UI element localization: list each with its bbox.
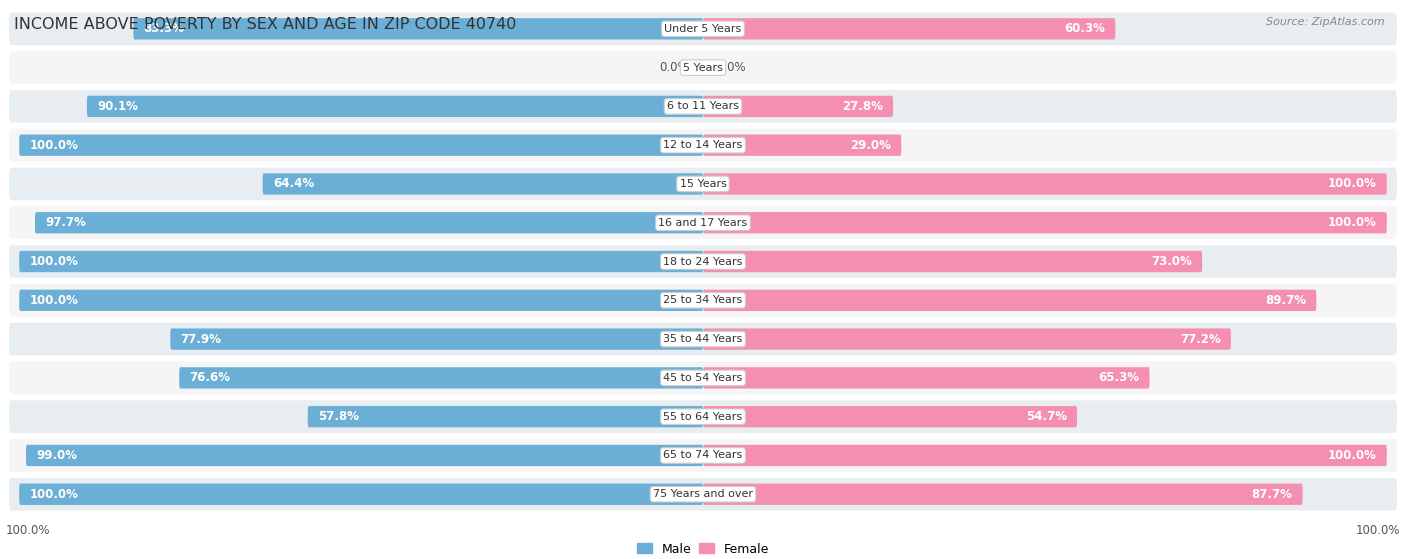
FancyBboxPatch shape bbox=[8, 129, 1398, 162]
FancyBboxPatch shape bbox=[8, 168, 1398, 200]
FancyBboxPatch shape bbox=[8, 90, 1398, 122]
FancyBboxPatch shape bbox=[20, 290, 703, 311]
FancyBboxPatch shape bbox=[8, 439, 1398, 472]
Text: 100.0%: 100.0% bbox=[1327, 449, 1376, 462]
FancyBboxPatch shape bbox=[170, 329, 703, 350]
Text: 100.0%: 100.0% bbox=[1355, 524, 1400, 538]
Text: 65.3%: 65.3% bbox=[1098, 371, 1139, 385]
Legend: Male, Female: Male, Female bbox=[631, 538, 775, 559]
FancyBboxPatch shape bbox=[8, 478, 1398, 510]
FancyBboxPatch shape bbox=[8, 362, 1398, 394]
Text: 27.8%: 27.8% bbox=[842, 100, 883, 113]
FancyBboxPatch shape bbox=[703, 96, 893, 117]
FancyBboxPatch shape bbox=[703, 212, 1386, 234]
FancyBboxPatch shape bbox=[8, 284, 1398, 316]
Text: 73.0%: 73.0% bbox=[1152, 255, 1192, 268]
FancyBboxPatch shape bbox=[703, 406, 1077, 427]
Text: 29.0%: 29.0% bbox=[851, 139, 891, 151]
Text: Source: ZipAtlas.com: Source: ZipAtlas.com bbox=[1267, 17, 1385, 27]
Text: 35 to 44 Years: 35 to 44 Years bbox=[664, 334, 742, 344]
Text: Under 5 Years: Under 5 Years bbox=[665, 24, 741, 34]
Text: 65 to 74 Years: 65 to 74 Years bbox=[664, 451, 742, 461]
Text: 100.0%: 100.0% bbox=[30, 255, 79, 268]
FancyBboxPatch shape bbox=[20, 135, 703, 156]
Text: 45 to 54 Years: 45 to 54 Years bbox=[664, 373, 742, 383]
FancyBboxPatch shape bbox=[134, 18, 703, 40]
FancyBboxPatch shape bbox=[703, 173, 1386, 195]
FancyBboxPatch shape bbox=[703, 251, 1202, 272]
FancyBboxPatch shape bbox=[8, 206, 1398, 239]
FancyBboxPatch shape bbox=[8, 245, 1398, 278]
FancyBboxPatch shape bbox=[703, 367, 1150, 389]
FancyBboxPatch shape bbox=[20, 251, 703, 272]
FancyBboxPatch shape bbox=[87, 96, 703, 117]
FancyBboxPatch shape bbox=[703, 290, 1316, 311]
FancyBboxPatch shape bbox=[27, 445, 703, 466]
FancyBboxPatch shape bbox=[703, 484, 1303, 505]
FancyBboxPatch shape bbox=[263, 173, 703, 195]
Text: 100.0%: 100.0% bbox=[30, 139, 79, 151]
Text: 75 Years and over: 75 Years and over bbox=[652, 489, 754, 499]
Text: 64.4%: 64.4% bbox=[273, 177, 314, 191]
Text: 60.3%: 60.3% bbox=[1064, 22, 1105, 35]
Text: 6 to 11 Years: 6 to 11 Years bbox=[666, 101, 740, 111]
Text: 54.7%: 54.7% bbox=[1026, 410, 1067, 423]
Text: 15 Years: 15 Years bbox=[679, 179, 727, 189]
FancyBboxPatch shape bbox=[179, 367, 703, 389]
Text: 100.0%: 100.0% bbox=[1327, 177, 1376, 191]
Text: 55 to 64 Years: 55 to 64 Years bbox=[664, 411, 742, 421]
Text: 100.0%: 100.0% bbox=[6, 524, 51, 538]
Text: 0.0%: 0.0% bbox=[717, 61, 747, 74]
FancyBboxPatch shape bbox=[8, 51, 1398, 84]
FancyBboxPatch shape bbox=[308, 406, 703, 427]
FancyBboxPatch shape bbox=[8, 12, 1398, 45]
Text: 99.0%: 99.0% bbox=[37, 449, 77, 462]
Text: 97.7%: 97.7% bbox=[45, 216, 86, 229]
Text: INCOME ABOVE POVERTY BY SEX AND AGE IN ZIP CODE 40740: INCOME ABOVE POVERTY BY SEX AND AGE IN Z… bbox=[14, 17, 516, 32]
Text: 57.8%: 57.8% bbox=[318, 410, 359, 423]
FancyBboxPatch shape bbox=[8, 400, 1398, 433]
Text: 83.3%: 83.3% bbox=[143, 22, 184, 35]
Text: 100.0%: 100.0% bbox=[30, 294, 79, 307]
Text: 5 Years: 5 Years bbox=[683, 63, 723, 73]
FancyBboxPatch shape bbox=[703, 445, 1386, 466]
Text: 12 to 14 Years: 12 to 14 Years bbox=[664, 140, 742, 150]
FancyBboxPatch shape bbox=[703, 329, 1230, 350]
FancyBboxPatch shape bbox=[35, 212, 703, 234]
Text: 0.0%: 0.0% bbox=[659, 61, 689, 74]
Text: 18 to 24 Years: 18 to 24 Years bbox=[664, 257, 742, 267]
Text: 25 to 34 Years: 25 to 34 Years bbox=[664, 295, 742, 305]
Text: 77.2%: 77.2% bbox=[1180, 333, 1220, 345]
Text: 76.6%: 76.6% bbox=[190, 371, 231, 385]
Text: 100.0%: 100.0% bbox=[30, 488, 79, 501]
Text: 77.9%: 77.9% bbox=[180, 333, 222, 345]
Text: 89.7%: 89.7% bbox=[1265, 294, 1306, 307]
Text: 100.0%: 100.0% bbox=[1327, 216, 1376, 229]
Text: 16 and 17 Years: 16 and 17 Years bbox=[658, 218, 748, 228]
FancyBboxPatch shape bbox=[8, 323, 1398, 356]
Text: 90.1%: 90.1% bbox=[97, 100, 138, 113]
Text: 87.7%: 87.7% bbox=[1251, 488, 1292, 501]
FancyBboxPatch shape bbox=[20, 484, 703, 505]
FancyBboxPatch shape bbox=[703, 18, 1115, 40]
FancyBboxPatch shape bbox=[703, 135, 901, 156]
